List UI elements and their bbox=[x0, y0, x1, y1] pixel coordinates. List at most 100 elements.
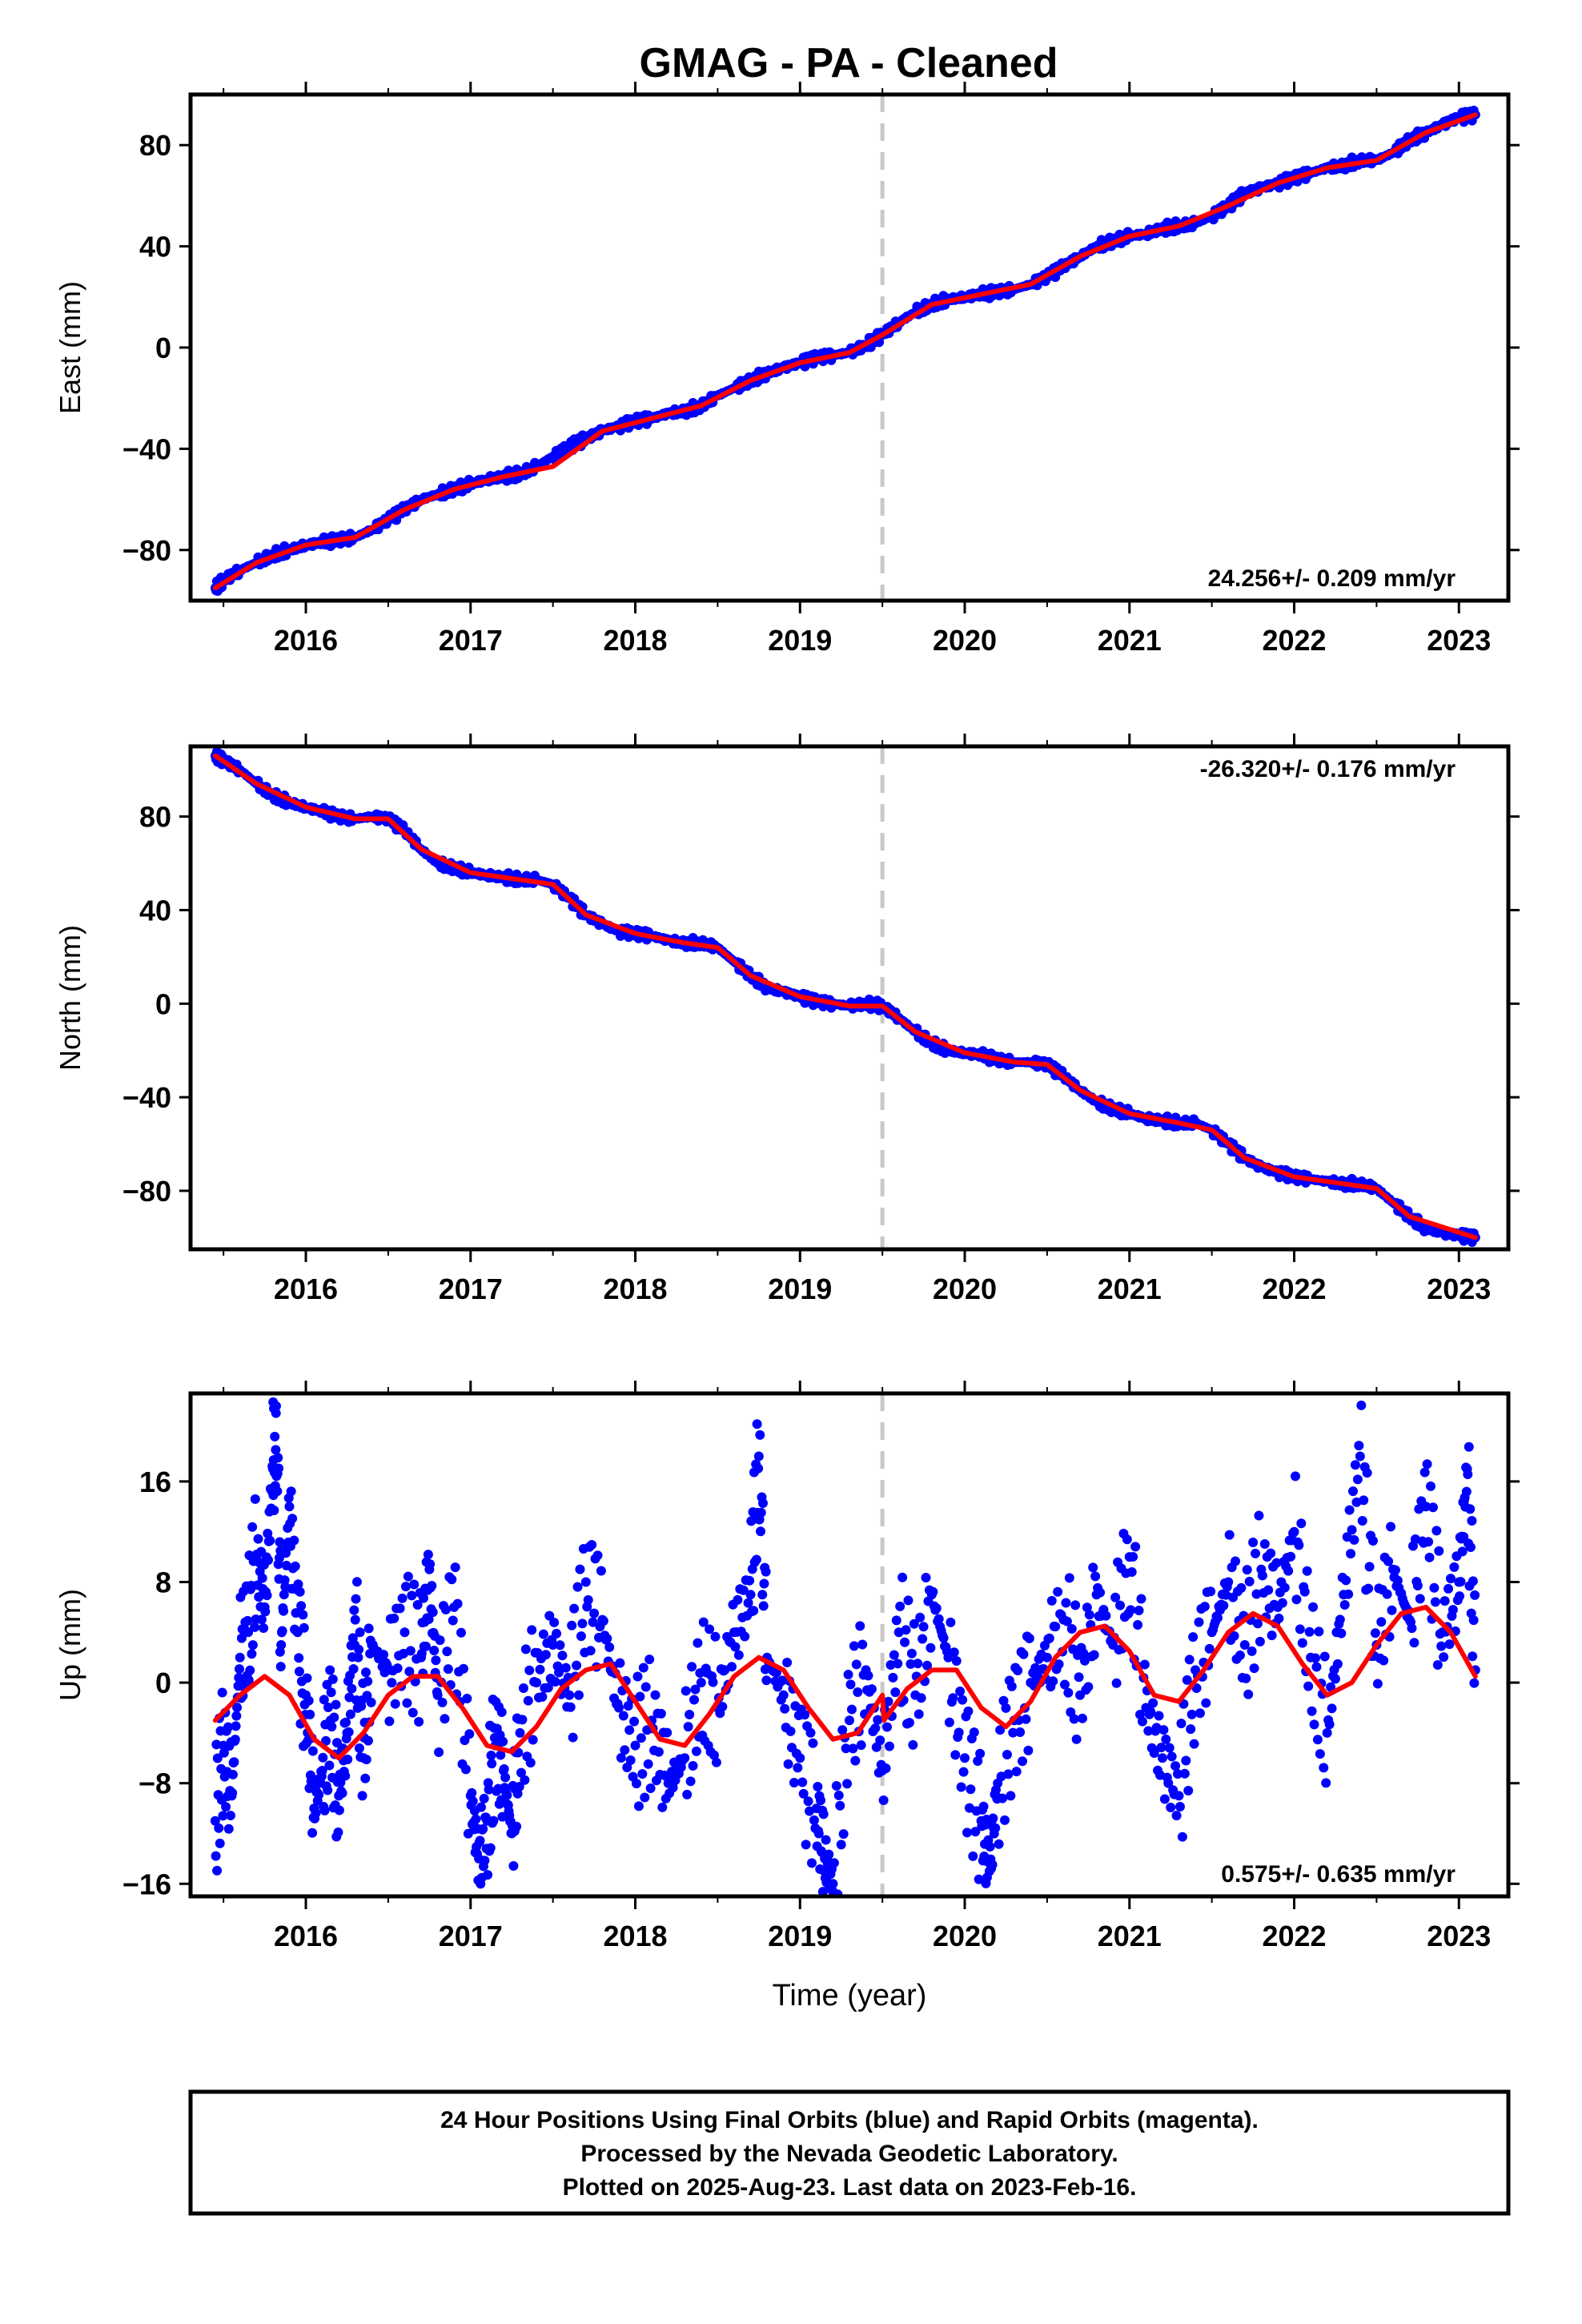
data-point bbox=[637, 1769, 648, 1779]
model-line bbox=[212, 112, 1478, 591]
data-point bbox=[512, 1821, 522, 1831]
data-point bbox=[743, 1598, 753, 1608]
data-point bbox=[915, 1612, 926, 1622]
data-point bbox=[926, 1642, 936, 1653]
data-point bbox=[298, 1610, 308, 1620]
x-tick-label: 2018 bbox=[603, 624, 667, 657]
data-point bbox=[752, 1419, 762, 1429]
data-point bbox=[918, 1622, 929, 1632]
data-point bbox=[428, 1607, 438, 1618]
data-point bbox=[211, 1739, 222, 1750]
data-point bbox=[1188, 1632, 1199, 1642]
data-point bbox=[343, 1755, 353, 1765]
data-point bbox=[407, 1590, 417, 1601]
data-point bbox=[635, 1691, 645, 1702]
data-point bbox=[250, 1622, 260, 1632]
data-point bbox=[1143, 1726, 1154, 1736]
x-tick-label: 2022 bbox=[1262, 1273, 1326, 1305]
data-point bbox=[1243, 1689, 1254, 1699]
chart-title: GMAG - PA - Cleaned bbox=[640, 40, 1058, 86]
data-point bbox=[1286, 1551, 1296, 1562]
data-point bbox=[1271, 1558, 1282, 1568]
data-point bbox=[432, 1690, 443, 1700]
data-point bbox=[1383, 1556, 1394, 1566]
data-point bbox=[1430, 1597, 1440, 1607]
data-point bbox=[620, 1745, 630, 1755]
data-point bbox=[604, 1642, 615, 1652]
data-point bbox=[1355, 1451, 1365, 1462]
data-point bbox=[548, 1640, 558, 1650]
data-point bbox=[1122, 1534, 1132, 1545]
data-point bbox=[299, 1622, 309, 1633]
data-point bbox=[782, 1658, 793, 1668]
data-point bbox=[777, 1675, 788, 1686]
data-point bbox=[1235, 1651, 1245, 1661]
data-point bbox=[1257, 1570, 1267, 1581]
data-point bbox=[275, 1662, 286, 1672]
data-point bbox=[893, 1659, 903, 1669]
data-point bbox=[400, 1582, 411, 1592]
data-point bbox=[471, 1814, 481, 1824]
data-point bbox=[448, 1615, 458, 1626]
x-tick-label: 2020 bbox=[933, 624, 997, 657]
data-point bbox=[968, 1851, 978, 1861]
data-point bbox=[644, 1655, 655, 1665]
data-point bbox=[897, 1572, 908, 1582]
data-point bbox=[1464, 1441, 1474, 1452]
data-point bbox=[1330, 1674, 1340, 1684]
data-point bbox=[685, 1776, 696, 1787]
data-point bbox=[622, 1763, 632, 1773]
data-point bbox=[572, 1582, 583, 1592]
data-point bbox=[1184, 1655, 1195, 1665]
data-point bbox=[1356, 1400, 1367, 1410]
data-point bbox=[523, 1695, 533, 1706]
data-point bbox=[1289, 1526, 1299, 1537]
data-point bbox=[1158, 1725, 1169, 1735]
data-point bbox=[323, 1703, 333, 1713]
data-point bbox=[305, 1709, 315, 1719]
data-point bbox=[835, 1800, 845, 1811]
data-point bbox=[475, 1835, 485, 1846]
data-point bbox=[397, 1593, 408, 1603]
x-tick-label: 2016 bbox=[274, 1273, 338, 1305]
data-point bbox=[970, 1827, 981, 1837]
data-point bbox=[1050, 1622, 1061, 1632]
data-point bbox=[535, 1664, 545, 1675]
data-point bbox=[851, 1659, 861, 1670]
data-point bbox=[443, 1664, 453, 1675]
data-point bbox=[1431, 1526, 1442, 1536]
data-point bbox=[783, 1759, 793, 1769]
data-point bbox=[853, 1687, 863, 1697]
data-point bbox=[577, 1618, 588, 1629]
data-point bbox=[488, 1815, 499, 1826]
data-point bbox=[1013, 1665, 1023, 1675]
x-tick-label: 2023 bbox=[1427, 1920, 1491, 1952]
data-point bbox=[1419, 1467, 1430, 1478]
data-point bbox=[1439, 1652, 1449, 1663]
data-point bbox=[295, 1586, 305, 1597]
data-point bbox=[486, 1750, 496, 1760]
data-point bbox=[247, 1522, 258, 1532]
data-point bbox=[1359, 1495, 1369, 1506]
data-point bbox=[643, 1759, 653, 1769]
data-point bbox=[966, 1784, 976, 1795]
data-point bbox=[1465, 1542, 1476, 1553]
data-point bbox=[231, 1711, 242, 1721]
data-point bbox=[845, 1715, 854, 1726]
data-point bbox=[1290, 1471, 1300, 1482]
data-point bbox=[303, 1695, 314, 1706]
data-point bbox=[1146, 1707, 1156, 1717]
data-point bbox=[1201, 1698, 1211, 1708]
data-point bbox=[1023, 1745, 1034, 1755]
data-point bbox=[395, 1603, 405, 1614]
data-point bbox=[1335, 1614, 1345, 1625]
data-point bbox=[1321, 1778, 1331, 1788]
data-point bbox=[476, 1802, 487, 1812]
data-point bbox=[960, 1753, 970, 1763]
data-point bbox=[1066, 1624, 1077, 1634]
plot-frame bbox=[188, 744, 1511, 1252]
data-point bbox=[286, 1486, 296, 1497]
data-point bbox=[272, 1381, 282, 1391]
data-point bbox=[1018, 1756, 1028, 1767]
data-point bbox=[269, 1506, 279, 1516]
